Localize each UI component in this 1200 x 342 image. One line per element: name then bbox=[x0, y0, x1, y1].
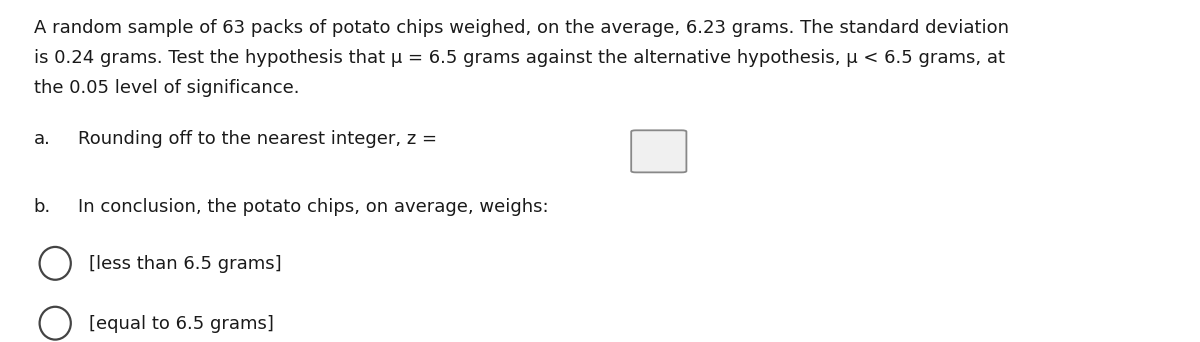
Text: is 0.24 grams. Test the hypothesis that μ = 6.5 grams against the alternative hy: is 0.24 grams. Test the hypothesis that … bbox=[34, 49, 1004, 67]
Text: the 0.05 level of significance.: the 0.05 level of significance. bbox=[34, 79, 299, 97]
Text: a.: a. bbox=[34, 130, 50, 148]
Text: In conclusion, the potato chips, on average, weighs:: In conclusion, the potato chips, on aver… bbox=[78, 198, 548, 216]
Text: b.: b. bbox=[34, 198, 50, 216]
Text: A random sample of 63 packs of potato chips weighed, on the average, 6.23 grams.: A random sample of 63 packs of potato ch… bbox=[34, 19, 1008, 37]
Text: Rounding off to the nearest integer, z =: Rounding off to the nearest integer, z = bbox=[78, 130, 443, 148]
Text: [less than 6.5 grams]: [less than 6.5 grams] bbox=[89, 255, 282, 273]
Text: [equal to 6.5 grams]: [equal to 6.5 grams] bbox=[89, 315, 274, 333]
